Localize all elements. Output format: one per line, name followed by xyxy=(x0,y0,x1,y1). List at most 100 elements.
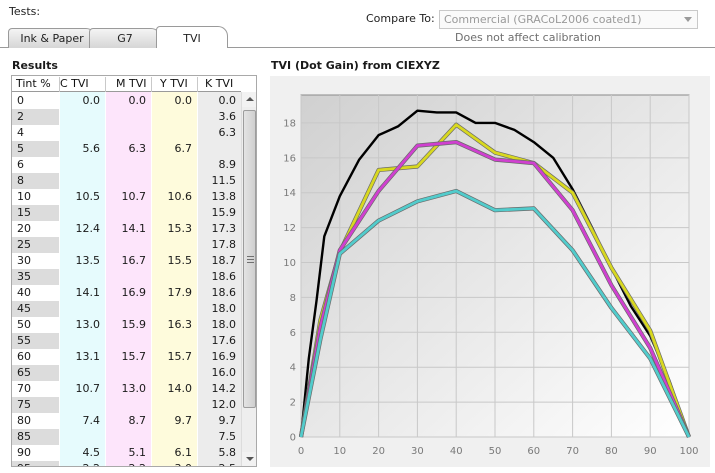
y-tvi-cell xyxy=(152,333,192,349)
m-tvi-cell: 13.0 xyxy=(121,382,147,395)
tab-g7[interactable]: G7 xyxy=(89,28,161,48)
table-row[interactable]: 80 7.4 8.7 9.7 9.7 xyxy=(12,413,241,429)
table-row[interactable]: 40 14.1 16.9 17.9 18.6 xyxy=(12,285,241,301)
m-tvi-cell xyxy=(106,301,146,317)
tint-cell: 30 xyxy=(17,254,31,267)
m-tvi-cell xyxy=(106,365,146,381)
y-tvi-cell: 10.6 xyxy=(167,190,193,203)
c-tvi-cell: 10.5 xyxy=(75,190,101,203)
vertical-scrollbar[interactable] xyxy=(241,92,256,466)
table-row[interactable]: 4 6.3 xyxy=(12,125,241,141)
table-row[interactable]: 50 13.0 15.9 16.3 18.0 xyxy=(12,317,241,333)
k-tvi-cell: 16.0 xyxy=(211,366,237,379)
c-tvi-cell: 5.6 xyxy=(82,142,101,155)
table-row[interactable]: 952.22.23.02.5 xyxy=(12,461,241,466)
y-tick-label: 4 xyxy=(290,363,296,374)
column-header-k[interactable]: K TVI xyxy=(205,77,234,90)
y-tvi-cell: 15.5 xyxy=(167,254,193,267)
y-tick-label: 14 xyxy=(283,188,296,199)
table-row[interactable]: 55 17.6 xyxy=(12,333,241,349)
scroll-down-button[interactable] xyxy=(242,452,256,466)
k-tvi-cell: 9.7 xyxy=(218,414,237,427)
table-row[interactable]: 65 16.0 xyxy=(12,365,241,381)
table-row[interactable]: 20 12.4 14.1 15.3 17.3 xyxy=(12,221,241,237)
tint-cell: 45 xyxy=(12,301,59,317)
tint-cell: 4 xyxy=(17,126,24,139)
table-row[interactable]: 60 13.1 15.7 15.7 16.9 xyxy=(12,349,241,365)
c-tvi-cell xyxy=(60,157,100,173)
tint-cell: 15 xyxy=(12,205,59,221)
table-row[interactable]: 2 3.6 xyxy=(12,109,241,125)
column-header-y[interactable]: Y TVI xyxy=(160,77,198,92)
k-tvi-cell: 17.6 xyxy=(211,334,237,347)
k-tvi-cell: 15.9 xyxy=(211,206,237,219)
k-column-bg xyxy=(198,92,241,466)
y-tvi-cell: 6.1 xyxy=(174,446,193,459)
tab-tvi[interactable]: TVI xyxy=(156,26,228,48)
c-tvi-cell: 13.0 xyxy=(75,318,101,331)
k-tvi-cell: 17.8 xyxy=(211,238,237,251)
column-header-tint[interactable]: Tint % xyxy=(16,77,60,92)
x-tick-label: 0 xyxy=(298,446,304,457)
scroll-up-button[interactable] xyxy=(242,92,256,107)
x-tick-label: 100 xyxy=(679,446,698,457)
y-tvi-cell xyxy=(152,269,192,285)
table-row[interactable]: 10 10.5 10.7 10.6 13.8 xyxy=(12,189,241,205)
tab-ink-paper[interactable]: Ink & Paper xyxy=(8,28,96,48)
compare-dropdown[interactable]: Commercial (GRACoL2006 coated1) xyxy=(439,10,698,29)
c-tvi-cell xyxy=(60,333,100,349)
table-row[interactable]: 70 10.7 13.0 14.0 14.2 xyxy=(12,381,241,397)
y-tick-label: 18 xyxy=(283,118,296,129)
compare-note: Does not affect calibration xyxy=(455,31,601,44)
tint-cell: 80 xyxy=(17,414,31,427)
y-tvi-cell: 15.7 xyxy=(167,350,193,363)
table-row[interactable]: 35 18.6 xyxy=(12,269,241,285)
tint-cell: 20 xyxy=(17,222,31,235)
table-row[interactable]: 8 11.5 xyxy=(12,173,241,189)
y-tick-label: 2 xyxy=(290,398,296,409)
y-tvi-cell: 16.3 xyxy=(167,318,193,331)
m-tvi-cell xyxy=(106,237,146,253)
series-line xyxy=(299,189,691,438)
table-row[interactable]: 5 5.6 6.3 6.7 xyxy=(12,141,241,157)
k-tvi-cell: 18.0 xyxy=(211,302,237,315)
m-tvi-cell xyxy=(106,109,146,125)
table-row[interactable]: 6 8.9 xyxy=(12,157,241,173)
m-tvi-cell xyxy=(106,397,146,413)
results-table: 0 0.0 0.0 0.0 0.0 2 3.6 4 6.3 5 5.6 6.3 6.7 6 8.9 8 11.5… xyxy=(11,75,257,467)
m-tvi-cell xyxy=(106,205,146,221)
k-tvi-cell: 8.9 xyxy=(218,158,237,171)
scrollbar-thumb[interactable] xyxy=(243,110,256,408)
y-tvi-cell xyxy=(152,397,192,413)
c-tvi-cell: 13.1 xyxy=(75,350,101,363)
k-tvi-cell: 6.3 xyxy=(218,126,237,139)
tests-label: Tests: xyxy=(9,5,41,18)
column-header-c[interactable]: C TVI xyxy=(60,77,106,92)
y-tvi-cell xyxy=(152,205,192,221)
table-row[interactable]: 0 0.0 0.0 0.0 0.0 xyxy=(12,93,241,109)
y-tvi-cell: 15.3 xyxy=(167,222,193,235)
table-row[interactable]: 15 15.9 xyxy=(12,205,241,221)
tint-cell: 90 xyxy=(17,446,31,459)
y-tvi-cell xyxy=(152,109,192,125)
grip-icon xyxy=(247,256,254,257)
tab-baseline xyxy=(0,47,715,48)
table-row[interactable]: 25 17.8 xyxy=(12,237,241,253)
c-tvi-cell xyxy=(60,269,100,285)
table-row[interactable]: 90 4.5 5.1 6.1 5.8 xyxy=(12,445,241,461)
table-row[interactable]: 45 18.0 xyxy=(12,301,241,317)
table-row[interactable]: 85 7.5 xyxy=(12,429,241,445)
x-tick-label: 10 xyxy=(333,446,346,457)
y-tvi-cell: 14.0 xyxy=(167,382,193,395)
table-row[interactable]: 75 12.0 xyxy=(12,397,241,413)
column-header-m[interactable]: M TVI xyxy=(116,77,152,92)
tint-cell: 2 xyxy=(12,109,59,125)
k-tvi-cell: 14.2 xyxy=(211,382,237,395)
x-tick-label: 70 xyxy=(566,446,579,457)
c-tvi-cell xyxy=(60,365,100,381)
m-tvi-cell: 14.1 xyxy=(121,222,147,235)
table-row[interactable]: 30 13.5 16.7 15.5 18.7 xyxy=(12,253,241,269)
k-tvi-cell: 17.3 xyxy=(211,222,237,235)
y-tick-label: 0 xyxy=(290,433,296,444)
k-tvi-cell: 3.6 xyxy=(218,110,237,123)
